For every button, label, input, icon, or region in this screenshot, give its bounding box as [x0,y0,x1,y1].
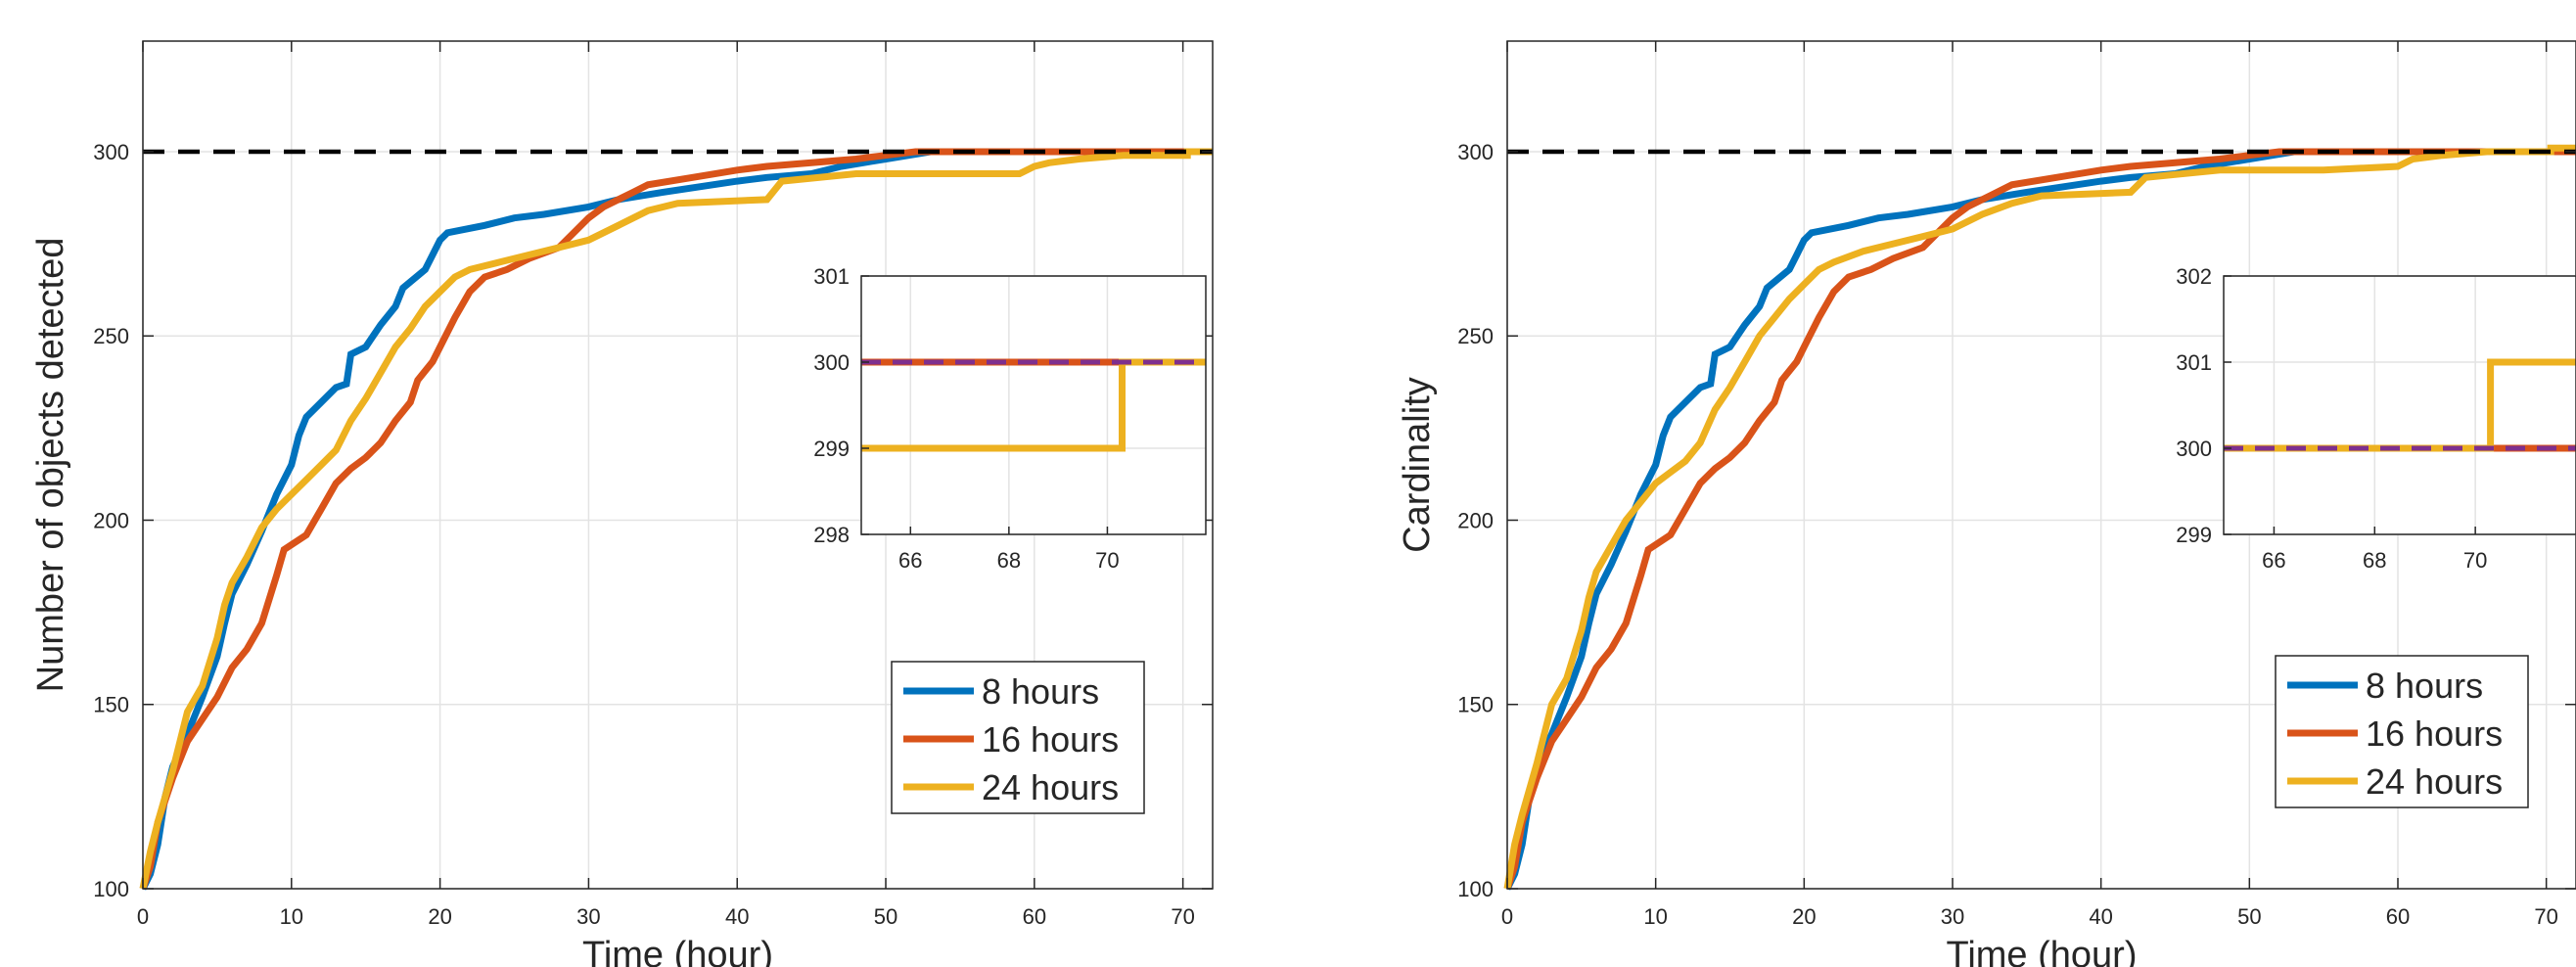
legend-label-2: 16 hours [982,719,1119,760]
x-tick-label: 20 [1792,904,1816,929]
y-tick-label: 200 [93,508,129,532]
inset-x-tick-label: 66 [2262,548,2285,573]
inset-y-tick-label: 301 [2176,350,2212,375]
y-tick-label: 150 [93,693,129,717]
x-axis-label: Time (hour) [582,935,773,967]
inset-y-tick-label: 300 [813,350,850,375]
x-tick-label: 10 [1643,904,1667,929]
series-line-1 [139,148,1213,891]
inset-area [2224,276,2576,534]
legend-label-3: 24 hours [2366,761,2503,802]
x-tick-label: 40 [2089,904,2112,929]
x-tick-label: 20 [428,904,451,929]
legend-label-1: 8 hours [2366,666,2483,706]
y-tick-label: 200 [1457,508,1494,532]
inset-series-line-2 [861,358,1206,452]
axes-box [142,40,1214,890]
x-tick-label: 0 [137,904,149,929]
x-tick-label: 0 [1501,904,1513,929]
inset-x-tick-label: 70 [2463,548,2487,573]
x-axis-label: Time (hour) [1947,935,2138,967]
x-tick-label: 60 [1023,904,1046,929]
y-axis-label: Cardinality [1397,377,1438,553]
legend-label-2: 16 hours [2366,714,2503,754]
legend-label-1: 8 hours [982,671,1099,712]
x-tick-label: 50 [874,904,897,929]
x-tick-label: 70 [1171,904,1194,929]
inset-y-tick-label: 298 [813,523,850,547]
axes-box [1506,40,2576,890]
inset-x-tick-label: 68 [2363,548,2386,573]
y-tick-label: 100 [1457,877,1494,901]
series-line-2 [139,148,1213,891]
legend: 8 hours 16 hours 24 hours [2275,655,2529,808]
series-line-3 [139,148,1213,890]
series-line-2 [1503,148,2576,891]
x-tick-label: 30 [576,904,600,929]
y-tick-label: 300 [93,140,129,164]
x-tick-label: 10 [280,904,303,929]
chart-panel-2: 0 10 20 30 40 50 60 70 100 150 200 250 300 Time (hour… [1397,40,2576,967]
y-tick-label: 150 [1457,693,1494,717]
inset-box [860,275,1207,535]
x-tick-label: 50 [2237,904,2261,929]
x-tick-label: 30 [1941,904,1964,929]
y-tick-label: 250 [1457,324,1494,348]
inset-y-tick-label: 299 [813,437,850,461]
legend: 8 hours 16 hours 24 hours [891,661,1145,814]
legend-label-3: 24 hours [982,767,1119,807]
series-line-3 [1503,144,2576,890]
inset-box [2223,275,2576,535]
inset-y-tick-label: 301 [813,264,850,289]
y-tick-label: 100 [93,877,129,901]
y-axis-label: Number of objects detected [30,238,71,693]
x-tick-label: 60 [2386,904,2410,929]
inset-x-tick-label: 66 [898,548,922,573]
inset-plot: 66 68 70 299 300 301 302 [2176,264,2576,573]
inset-x-tick-label: 70 [1095,548,1119,573]
chart-panel-1: 0 10 20 30 40 50 60 70 100 150 200 250 300 Time (hour… [30,40,1214,967]
inset-y-tick-label: 299 [2176,523,2212,547]
x-tick-label: 70 [2534,904,2557,929]
inset-x-tick-label: 68 [997,548,1021,573]
series-line-1 [1503,148,2576,891]
x-tick-label: 40 [725,904,749,929]
inset-y-tick-label: 300 [2176,437,2212,461]
inset-y-tick-label: 302 [2176,264,2212,289]
y-tick-label: 300 [1457,140,1494,164]
inset-plot: 66 68 70 298 299 300 301 [813,264,1207,573]
inset-area [861,276,1206,534]
y-tick-label: 250 [93,324,129,348]
